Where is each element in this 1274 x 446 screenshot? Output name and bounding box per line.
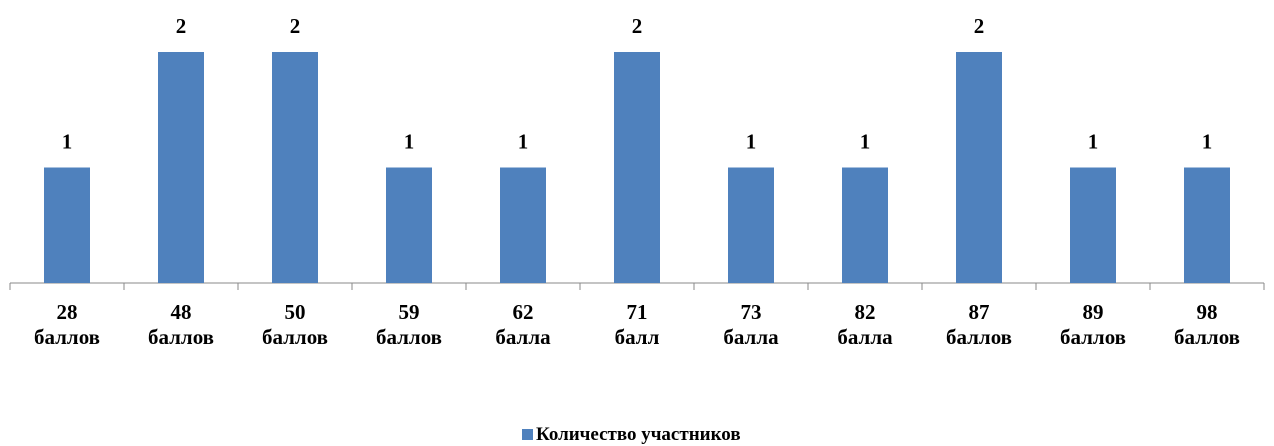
x-tick-label: 28 баллов [33,300,101,349]
data-label: 2 [176,14,187,38]
data-label: 2 [974,14,985,38]
bar [956,52,1002,283]
legend-swatch [522,429,533,440]
x-tick-label: 59 баллов [375,300,443,349]
data-label: 1 [518,129,529,153]
x-tick-label: 98 баллов [1173,300,1241,349]
x-tick-label: 82 балла [837,300,893,349]
bar [842,167,888,283]
x-tick-label: 62 балла [495,300,551,349]
x-tick-label: 87 баллов [945,300,1013,349]
data-label: 1 [62,129,73,153]
bar [728,167,774,283]
bar [158,52,204,283]
data-label: 1 [746,129,757,153]
data-label: 2 [290,14,301,38]
data-label: 1 [1088,129,1099,153]
x-tick-label: 89 баллов [1059,300,1127,349]
x-tick-label: 50 баллов [261,300,329,349]
x-tick-label: 48 баллов [147,300,215,349]
x-tick-label: 73 балла [723,300,779,349]
bar [1184,167,1230,283]
bar [386,167,432,283]
data-label: 1 [404,129,415,153]
bar [272,52,318,283]
bar [1070,167,1116,283]
bar [500,167,546,283]
data-label: 1 [860,129,871,153]
x-tick-label: 71 балл [614,300,660,349]
bar [44,167,90,283]
bar [614,52,660,283]
data-label: 2 [632,14,643,38]
data-label: 1 [1202,129,1213,153]
legend-label: Количество участников [536,424,741,445]
